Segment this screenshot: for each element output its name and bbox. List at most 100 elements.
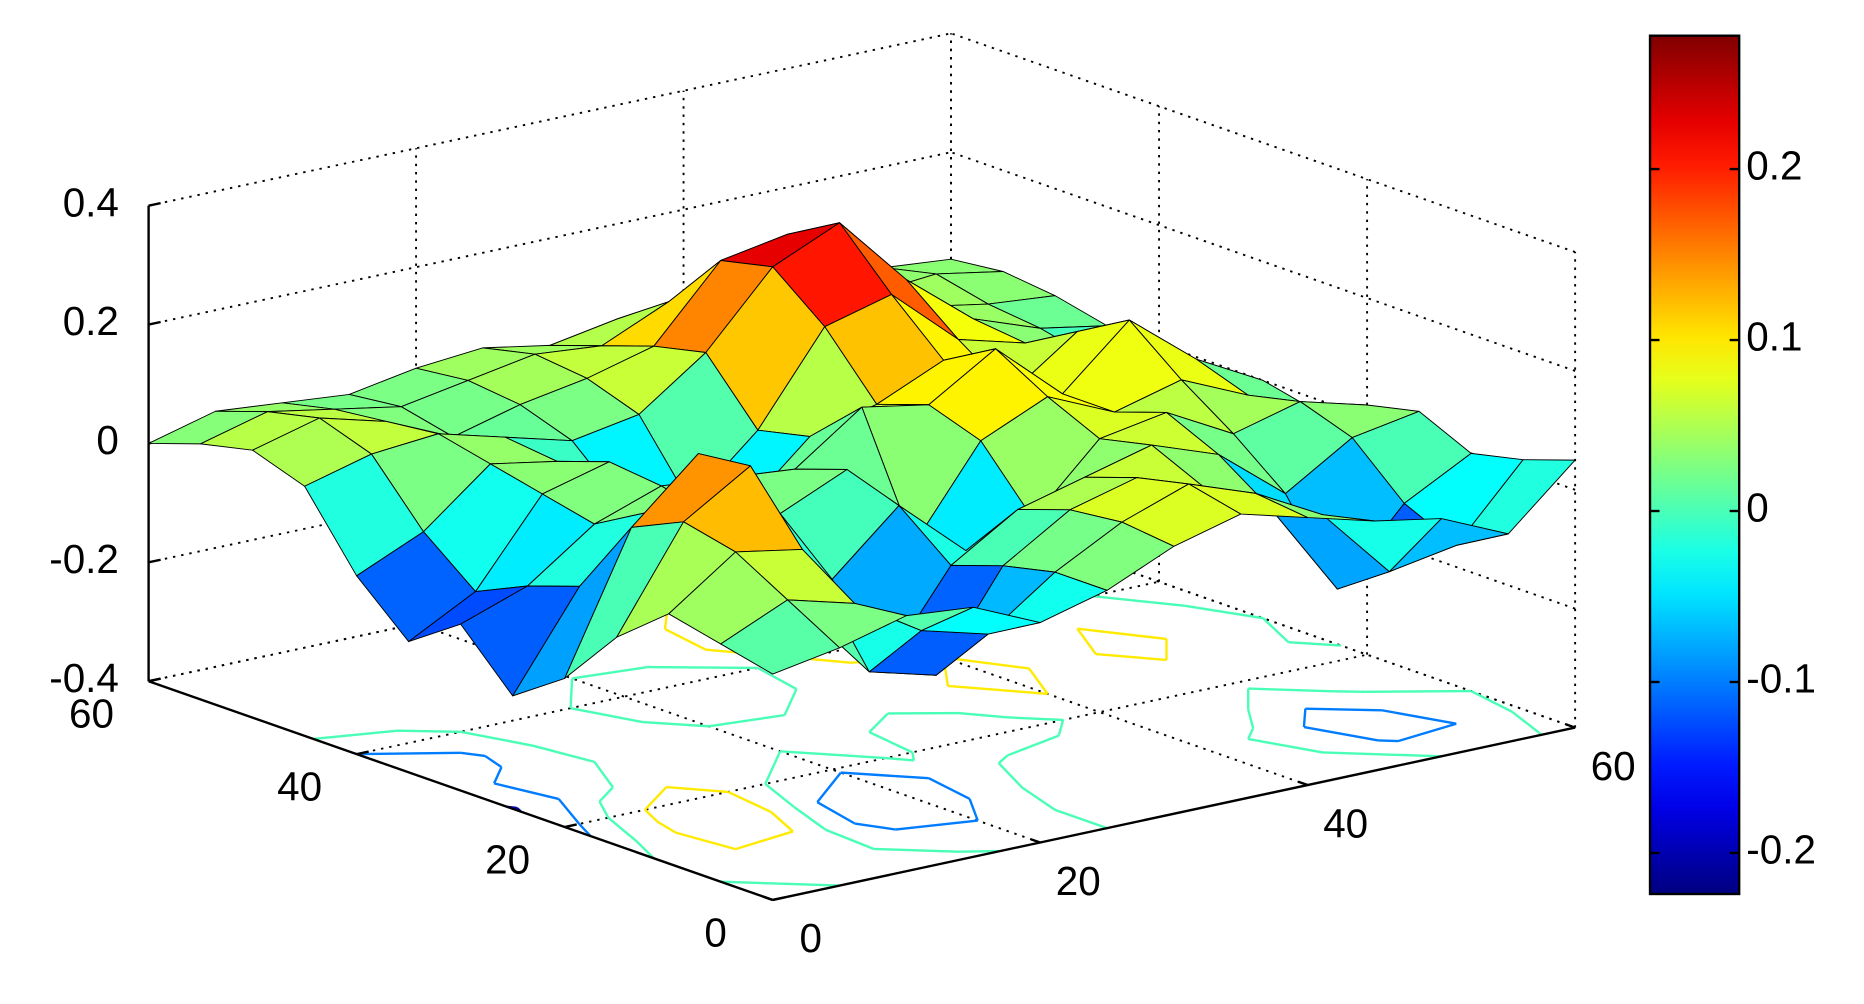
colorbar-tick-label: 0.1 — [1746, 314, 1802, 360]
colorbar-tick-label: -0.1 — [1746, 656, 1816, 702]
contour-line — [783, 688, 798, 716]
y-tick — [148, 677, 161, 683]
x-tick — [1030, 838, 1041, 844]
contour-line — [1021, 786, 1056, 811]
contour-line — [1095, 652, 1167, 662]
y-tick-label: 40 — [277, 763, 322, 809]
contour-line — [460, 751, 486, 758]
contour-line — [1303, 725, 1379, 742]
contour-line — [593, 761, 614, 788]
contour-line — [397, 729, 461, 733]
contour-line — [644, 786, 668, 811]
x-tick — [762, 895, 774, 902]
contour-line — [1184, 604, 1264, 620]
contour-line — [1028, 667, 1049, 695]
grid-line — [564, 653, 1368, 828]
contour-line — [656, 820, 677, 834]
contour-line — [873, 847, 959, 853]
contour-line — [854, 822, 896, 831]
contour-line — [635, 840, 655, 860]
grid-line — [148, 32, 952, 207]
z-tick-label: 0.4 — [63, 179, 119, 225]
contour-line — [1381, 709, 1457, 725]
contour-line — [958, 711, 1007, 719]
surface-patch — [720, 599, 841, 675]
contour-line — [1247, 709, 1255, 729]
y-tick-label: 20 — [485, 836, 530, 882]
x-tick-label: 40 — [1323, 800, 1368, 846]
contour-line — [1248, 687, 1334, 693]
contour-line — [675, 831, 736, 851]
contour-line — [598, 786, 614, 803]
x-tick-label: 20 — [1056, 858, 1101, 904]
contour-line — [493, 766, 503, 784]
contour-line — [816, 771, 842, 803]
contour-line — [868, 712, 889, 734]
contour-line — [1007, 734, 1060, 757]
contour-line — [647, 665, 758, 670]
contour-line — [1077, 627, 1167, 641]
x-axis — [772, 726, 1576, 902]
x-tick-label: 0 — [800, 915, 822, 961]
contour-line — [642, 720, 709, 728]
contour-line — [664, 628, 707, 651]
z-tick-label: -0.2 — [49, 536, 119, 582]
x-tick — [1297, 780, 1309, 787]
contour-line — [780, 750, 886, 760]
contour-line — [885, 756, 914, 762]
contour-line — [356, 751, 461, 756]
z-tick-label: -0.4 — [49, 655, 119, 701]
contour-line — [313, 729, 398, 741]
contour-line — [928, 777, 971, 800]
contour-line — [607, 816, 638, 842]
grid-line — [148, 151, 952, 326]
y-tick — [772, 896, 785, 902]
contour-line — [1262, 617, 1290, 644]
contour-line — [1511, 710, 1543, 736]
y-tick — [564, 823, 577, 829]
contour-line — [644, 808, 659, 823]
contour-line — [598, 800, 610, 819]
z-tick — [148, 558, 161, 564]
contour-line — [557, 798, 581, 825]
contour-line — [484, 754, 503, 769]
z-tick-label: 0.2 — [63, 298, 119, 344]
contour-line — [1302, 708, 1307, 728]
contour-line — [1305, 707, 1382, 712]
y-tick — [356, 750, 369, 756]
contour-line — [825, 828, 874, 850]
contour-line — [958, 849, 1001, 853]
contour-line — [764, 750, 782, 785]
contour-line — [666, 785, 729, 794]
grid-line — [950, 151, 1576, 372]
contour-line — [943, 656, 1030, 670]
contour-line — [578, 823, 592, 837]
x-tick — [1565, 723, 1576, 729]
contour-line — [570, 706, 643, 724]
contour-line — [735, 830, 794, 851]
x-tick-label: 60 — [1591, 743, 1636, 789]
contour-line — [1248, 737, 1323, 754]
contour-line — [1006, 716, 1064, 722]
contour-line — [532, 744, 595, 763]
contour-line — [720, 880, 840, 887]
y-axis — [148, 680, 774, 902]
contour-line — [1288, 640, 1342, 647]
contour-line — [571, 665, 648, 680]
contour-line — [569, 678, 574, 709]
contour-line — [1092, 594, 1185, 607]
colorbar — [1648, 34, 1741, 896]
contour-line — [460, 730, 534, 747]
contour-line — [493, 782, 559, 801]
contour-line — [727, 790, 772, 814]
contour-line — [1247, 727, 1255, 740]
contour-line — [757, 666, 798, 691]
contour-line — [816, 801, 856, 825]
contour-line — [1076, 628, 1097, 655]
colorbar-tick-label: -0.2 — [1746, 827, 1816, 873]
z-tick-label: 0 — [96, 417, 118, 463]
z-tick — [148, 320, 161, 326]
contour-line — [968, 798, 979, 822]
